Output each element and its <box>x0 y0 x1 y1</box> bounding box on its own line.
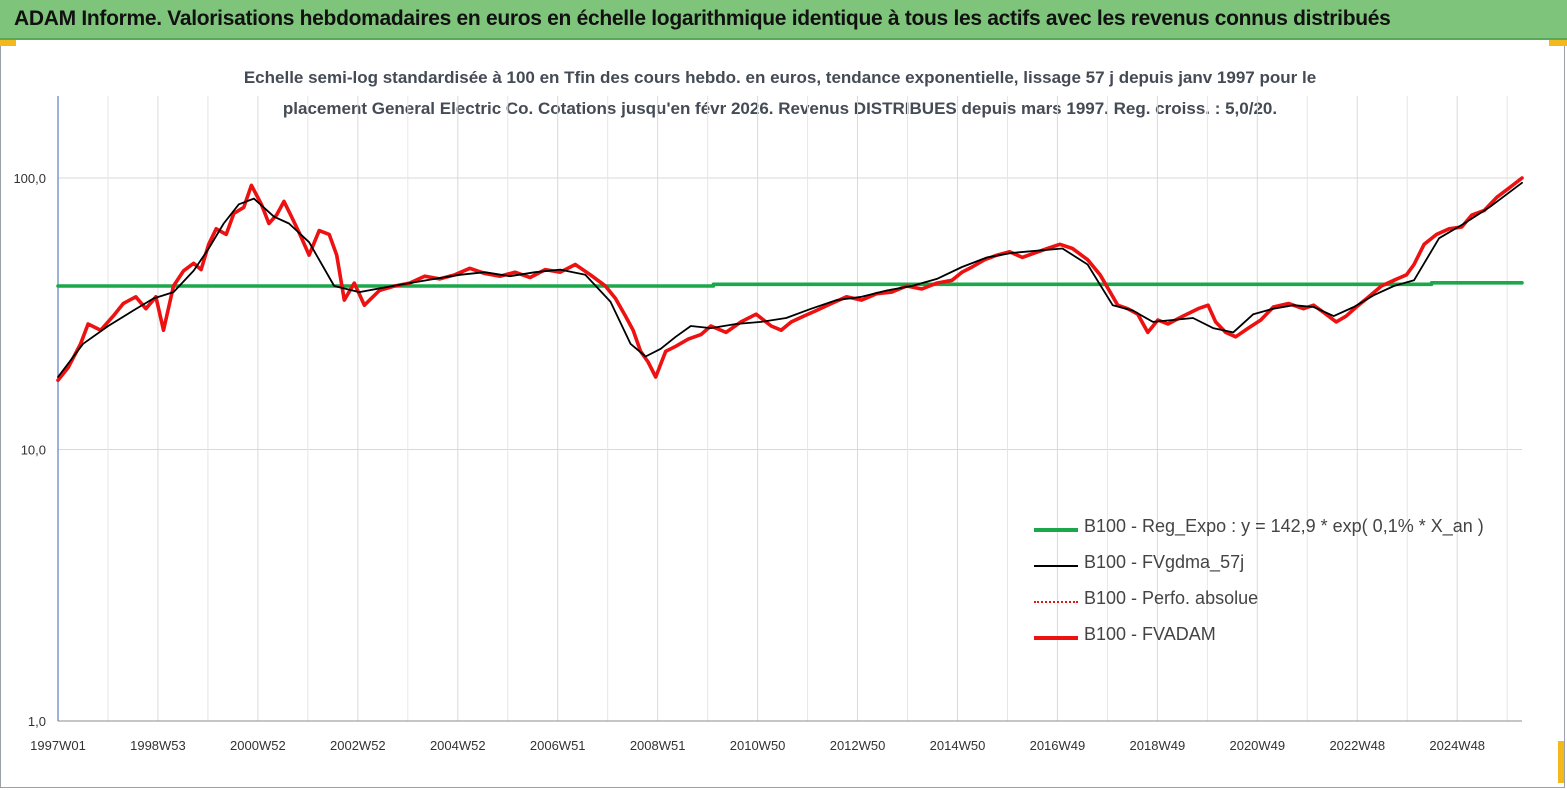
legend-label-fvadam: B100 - FVADAM <box>1084 624 1216 644</box>
x-tick-label: 2014W50 <box>930 738 986 753</box>
legend-swatch-fvadam <box>1034 636 1078 640</box>
report-title: ADAM Informe. Valorisations hebdomadaire… <box>14 7 1391 30</box>
report-banner: ADAM Informe. Valorisations hebdomadaire… <box>0 0 1567 40</box>
x-tick-label: 2020W49 <box>1229 738 1285 753</box>
series-lines <box>56 176 1524 383</box>
y-tick-label: 100,0 <box>13 171 46 186</box>
x-tick-label: 2022W48 <box>1329 738 1385 753</box>
x-tick-label: 2004W52 <box>430 738 486 753</box>
x-tick-label: 1997W01 <box>30 738 86 753</box>
series-line-fvgdma <box>57 181 1523 378</box>
x-tick-label: 2024W48 <box>1429 738 1485 753</box>
x-tick-label: 2016W49 <box>1030 738 1086 753</box>
corner-marker-top-left <box>0 40 16 46</box>
chart-title: Echelle semi-log standardisée à 100 en T… <box>243 68 1317 87</box>
x-axis: 1997W01 1998W53 2000W52 2002W52 2004W52 2006W… <box>30 720 1522 753</box>
y-tick-label: 1,0 <box>28 714 46 729</box>
series-line-regression <box>56 280 1524 288</box>
legend-swatch-fvgdma <box>1034 565 1078 567</box>
x-tick-label: 2008W51 <box>630 738 686 753</box>
y-tick-label: 10,0 <box>21 443 46 458</box>
y-axis: 1,0 10,0 100,0 <box>13 96 59 729</box>
x-tick-label: 2012W50 <box>830 738 886 753</box>
legend-swatch-perfo <box>1034 601 1078 603</box>
legend-label-regression: B100 - Reg_Expo : y = 142,9 * exp( 0,1% … <box>1084 516 1484 536</box>
legend-label-fvgdma: B100 - FVgdma_57j <box>1084 552 1245 572</box>
x-tick-label: 2002W52 <box>330 738 386 753</box>
grid-lines <box>58 96 1522 721</box>
x-tick-label: 2006W51 <box>530 738 586 753</box>
corner-marker-bottom-right <box>1558 741 1564 783</box>
chart-subtitle: placement General Electric Co. Cotations… <box>282 99 1278 118</box>
x-tick-label: 2018W49 <box>1130 738 1186 753</box>
legend-label-perfo: B100 - Perfo. absolue <box>1084 588 1259 608</box>
corner-marker-top-right <box>1549 40 1567 46</box>
series-line-fvadam <box>56 176 1524 383</box>
x-tick-label: 2010W50 <box>730 738 786 753</box>
x-tick-label: 1998W53 <box>130 738 186 753</box>
x-tick-label: 2000W52 <box>230 738 286 753</box>
legend-swatch-regression <box>1034 528 1078 532</box>
